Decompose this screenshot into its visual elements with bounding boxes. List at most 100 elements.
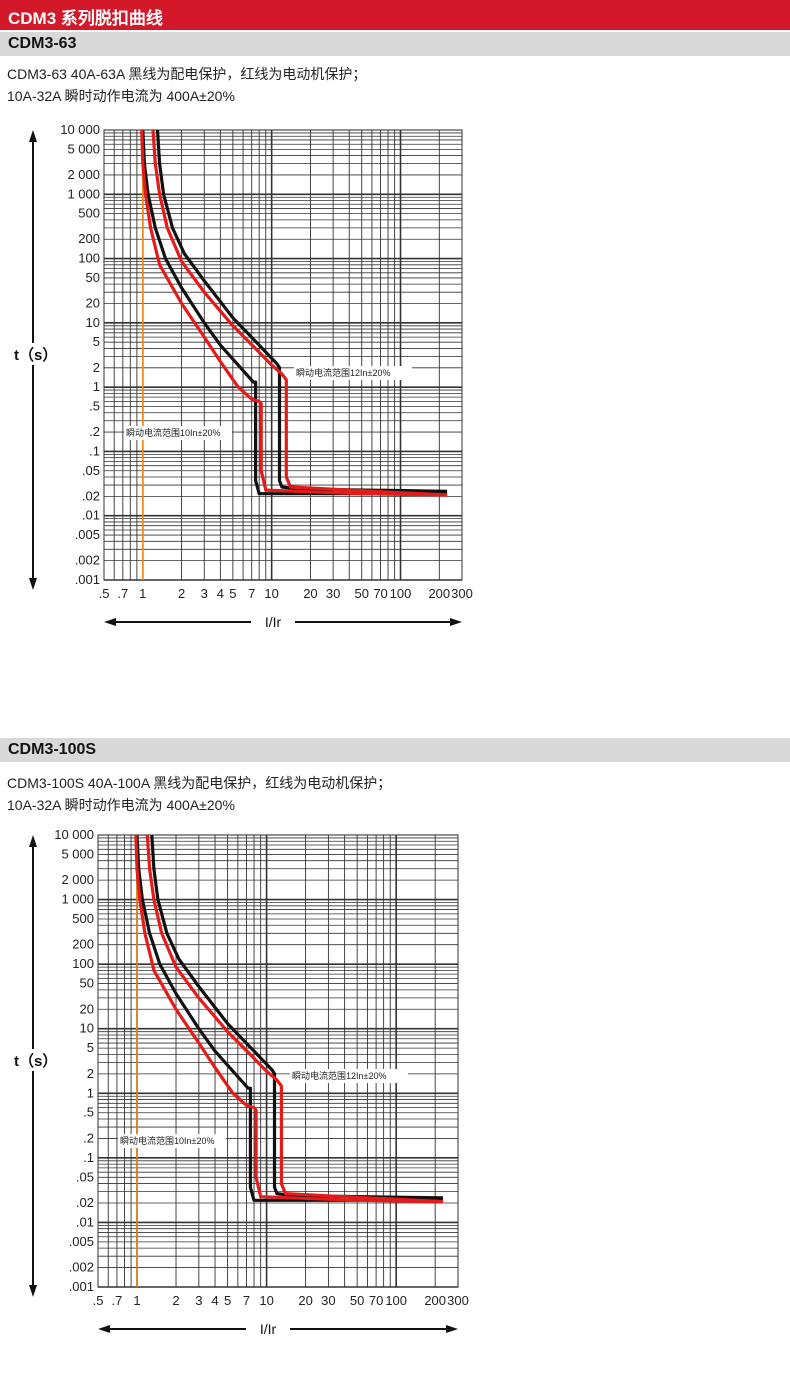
- x-tick-label: 5: [229, 586, 236, 601]
- x-tick-label: 30: [321, 1293, 335, 1308]
- y-axis-arrow-head: [29, 578, 37, 590]
- annotation-background: [124, 426, 232, 440]
- y-tick-label: 5: [87, 1040, 94, 1055]
- y-tick-label: .5: [83, 1105, 94, 1120]
- y-tick-label: 500: [72, 911, 94, 926]
- y-tick-label: .05: [76, 1169, 94, 1184]
- grid: [97, 835, 459, 1288]
- description-line: 10A-32A 瞬时动作电流为 400A±20%: [7, 797, 235, 813]
- section-description: CDM3-63 40A-63A 黑线为配电保护，红线为电动机保护； 10A-32…: [7, 63, 366, 107]
- x-tick-label: 300: [447, 1293, 469, 1308]
- series-line: [150, 834, 444, 1200]
- series-line: [135, 834, 443, 1202]
- y-tick-label: 5 000: [61, 846, 94, 861]
- y-tick-label: 200: [78, 231, 100, 246]
- x-axis-label-background: [246, 1320, 290, 1338]
- x-tick-label: 5: [224, 1293, 231, 1308]
- y-tick-label: 100: [72, 956, 94, 971]
- x-tick-label: 7: [248, 586, 255, 601]
- y-tick-label: 200: [72, 937, 94, 952]
- x-tick-label: 20: [298, 1293, 312, 1308]
- y-axis-label-background: [10, 1049, 76, 1071]
- y-tick-label: .1: [83, 1150, 94, 1165]
- y-tick-label: .001: [75, 572, 100, 587]
- x-axis-arrow-head: [446, 1325, 458, 1333]
- series-line: [141, 129, 448, 496]
- x-tick-label: 1: [133, 1293, 140, 1308]
- y-tick-label: .01: [76, 1214, 94, 1229]
- x-tick-label: 7: [243, 1293, 250, 1308]
- x-tick-label: 4: [217, 586, 224, 601]
- x-tick-label: 100: [390, 586, 412, 601]
- y-tick-label: 500: [78, 206, 100, 221]
- series-line: [140, 129, 448, 497]
- x-tick-label: .5: [93, 1293, 104, 1308]
- section-heading-bar: CDM3-63: [0, 32, 790, 56]
- y-tick-label: 10 000: [60, 122, 100, 137]
- y-tick-label: 10: [80, 1021, 94, 1036]
- y-tick-label: 20: [86, 296, 100, 311]
- x-tick-label: 300: [451, 586, 473, 601]
- y-tick-label: .5: [89, 398, 100, 413]
- annotation-label: 瞬动电流范围12In±20%: [294, 366, 412, 380]
- y-tick-label: 100: [78, 251, 100, 266]
- y-tick-label: 2: [93, 360, 100, 375]
- y-tick-label: 1 000: [61, 892, 94, 907]
- y-tick-label: .02: [76, 1195, 94, 1210]
- y-axis-label: t（s）: [14, 346, 57, 364]
- x-axis-arrow-head: [98, 1325, 110, 1333]
- y-tick-label: .001: [69, 1279, 94, 1294]
- y-tick-label: .2: [89, 424, 100, 439]
- series-line: [145, 834, 444, 1204]
- annotation-text: 瞬动电流范围12In±20%: [292, 1070, 386, 1081]
- y-tick-label: 5 000: [67, 141, 100, 156]
- x-tick-label: 10: [264, 586, 278, 601]
- y-tick-label: 1: [93, 379, 100, 394]
- x-tick-label: .7: [117, 586, 128, 601]
- trip-curve-chart: 瞬动电流范围12In±20% 瞬动电流范围10In±20% 10 000 5 000 2…: [10, 827, 469, 1338]
- y-tick-label: 10 000: [54, 827, 94, 842]
- y-tick-label: .01: [82, 508, 100, 523]
- description-line: CDM3-100S 40A-100A 黑线为配电保护，红线为电动机保护；: [7, 775, 392, 791]
- section-heading-bar: CDM3-100S: [0, 738, 790, 762]
- x-tick-label: 1: [139, 586, 146, 601]
- y-tick-label: .005: [69, 1234, 94, 1249]
- x-tick-label: 70: [369, 1293, 383, 1308]
- x-tick-label: .7: [112, 1293, 123, 1308]
- page-title-bar: CDM3 系列脱扣曲线: [0, 0, 790, 30]
- y-tick-label: .002: [75, 553, 100, 568]
- y-axis-arrow-head: [29, 835, 37, 847]
- y-axis-arrow-head: [29, 130, 37, 142]
- annotation-background: [290, 1069, 408, 1083]
- x-tick-label: 100: [385, 1293, 407, 1308]
- series-line: [155, 129, 448, 493]
- y-tick-label: 2 000: [61, 872, 94, 887]
- x-tick-label: 10: [259, 1293, 273, 1308]
- x-axis-arrow-head: [104, 618, 116, 626]
- y-tick-label: .005: [75, 527, 100, 542]
- annotation-label: 瞬动电流范围10In±20%: [124, 426, 232, 440]
- y-tick-label: .002: [69, 1260, 94, 1275]
- annotation-text: 瞬动电流范围12In±20%: [296, 367, 390, 378]
- y-axis-arrow-head: [29, 1285, 37, 1297]
- y-tick-label: 2: [87, 1066, 94, 1081]
- x-tick-label: 200: [428, 586, 450, 601]
- description-line: CDM3-63 40A-63A 黑线为配电保护，红线为电动机保护；: [7, 66, 367, 82]
- annotation-text: 瞬动电流范围10In±20%: [126, 427, 220, 438]
- x-tick-label: 3: [195, 1293, 202, 1308]
- description-line: 10A-32A 瞬时动作电流为 400A±20%: [7, 88, 235, 104]
- y-axis-label-background: [10, 343, 76, 365]
- x-tick-label: .5: [99, 586, 110, 601]
- page-title: CDM3 系列脱扣曲线: [8, 9, 163, 28]
- x-tick-label: 4: [211, 1293, 218, 1308]
- x-axis-label: I/Ir: [265, 614, 282, 630]
- annotation-label: 瞬动电流范围10In±20%: [118, 1134, 226, 1148]
- series-line: [134, 834, 444, 1204]
- x-tick-label: 20: [303, 586, 317, 601]
- y-axis-label: t（s）: [14, 1052, 57, 1070]
- x-tick-label: 50: [354, 586, 368, 601]
- y-tick-label: .05: [82, 463, 100, 478]
- annotation-label: 瞬动电流范围12In±20%: [290, 1069, 408, 1083]
- y-tick-label: 1: [87, 1085, 94, 1100]
- x-tick-label: 70: [373, 586, 387, 601]
